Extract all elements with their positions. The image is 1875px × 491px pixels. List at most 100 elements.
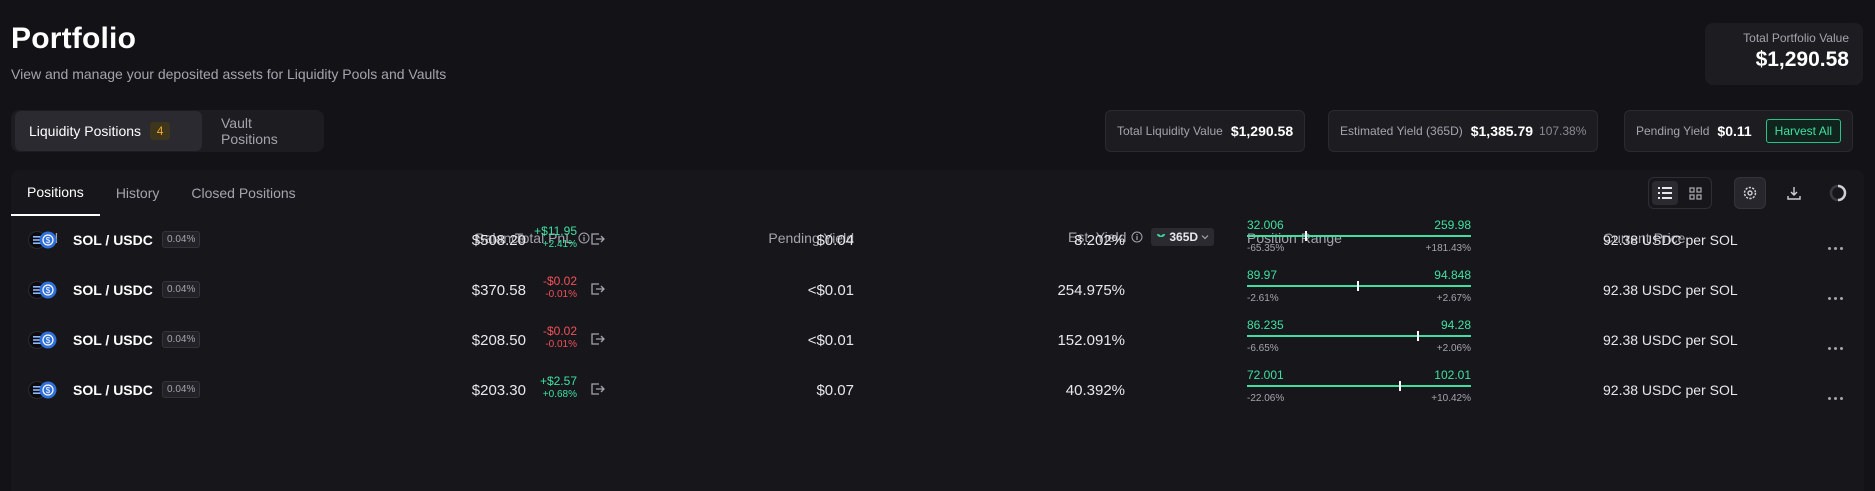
download-button[interactable]: [1778, 177, 1810, 209]
current-price-marker: [1305, 231, 1308, 241]
estimated-yield-value: $1,385.79: [1470, 123, 1534, 139]
col-position-range: Position Range: [1247, 230, 1342, 246]
exit-position-icon[interactable]: [590, 231, 606, 247]
pending-yield-label: Pending Yield: [1636, 124, 1710, 138]
range-high: 102.01: [1434, 368, 1471, 382]
harvest-all-button[interactable]: Harvest All: [1765, 119, 1842, 143]
position-pnl: -$0.02 -0.01%: [543, 275, 577, 301]
range-low: 32.006: [1247, 218, 1284, 232]
total-liquidity-label: Total Liquidity Value: [1117, 124, 1223, 138]
sol-usdc-token-pair-icon: $: [28, 381, 57, 399]
sol-usdc-token-pair-icon: $: [28, 281, 57, 299]
position-balance: $370.58: [471, 282, 526, 299]
fee-tier-badge: 0.04%: [162, 381, 201, 398]
tab-positions[interactable]: Positions: [11, 170, 100, 216]
total-portfolio-label: Total Portfolio Value: [1743, 31, 1849, 45]
range-high-percent: +2.06%: [1436, 343, 1471, 354]
position-range: 86.235 94.28 -6.65% +2.06%: [1247, 318, 1471, 362]
loading-spinner-icon: [1829, 184, 1847, 202]
tab-liquidity-label: Liquidity Positions: [29, 123, 142, 139]
tab-liquidity-positions[interactable]: Liquidity Positions 4: [15, 111, 202, 151]
estimated-yield: 8.202%: [1074, 232, 1125, 249]
range-bar: [1247, 335, 1471, 337]
svg-text:$: $: [46, 236, 51, 245]
col-balance[interactable]: Balance: [475, 230, 526, 246]
current-price: 92.38 USDC per SOL: [1603, 382, 1738, 398]
more-options-icon[interactable]: [1828, 237, 1846, 255]
period-select[interactable]: 365D: [1151, 228, 1215, 246]
position-pnl: +$11.95 +2.41%: [534, 225, 577, 251]
range-high-percent: +10.42%: [1431, 393, 1471, 404]
pnl-percent: +0.68%: [542, 389, 577, 400]
list-view-button[interactable]: [1651, 181, 1678, 205]
refresh-button[interactable]: [1822, 177, 1854, 209]
fee-tier-badge: 0.04%: [162, 281, 201, 298]
range-high: 94.848: [1434, 268, 1471, 282]
pnl-percent: +2.41%: [542, 239, 577, 250]
svg-text:$: $: [46, 336, 51, 345]
position-range: 32.006 259.98 -65.35% +181.43%: [1247, 218, 1471, 262]
col-pending-yield[interactable]: Pending Yield: [768, 230, 854, 246]
col-total-pnl[interactable]: Total PnL: [515, 230, 590, 246]
info-icon: [1131, 231, 1143, 243]
positions-panel: Positions History Closed Positions: [11, 170, 1864, 491]
total-liquidity-card: Total Liquidity Value $1,290.58: [1105, 110, 1306, 152]
positions-subtabs: Positions History Closed Positions: [11, 170, 312, 216]
position-range: 72.001 102.01 -22.06% +10.42%: [1247, 368, 1471, 412]
exit-position-icon[interactable]: [590, 281, 606, 297]
table-row[interactable]: $ SOL / USDC 0.04% $508.20 +$11.95 +2.41% $0.0…: [11, 210, 1864, 270]
range-low-percent: -22.06%: [1247, 393, 1285, 404]
period-label: 365D: [1169, 230, 1199, 244]
liquidity-count-badge: 4: [150, 122, 171, 140]
table-header: Pool Balance Total PnL Pending Yield Est…: [11, 218, 1864, 258]
svg-text:$: $: [46, 286, 51, 295]
current-price-marker: [1417, 331, 1420, 341]
col-est-yield[interactable]: Est. Yield 365D: [1068, 228, 1215, 246]
page-title: Portfolio: [11, 22, 137, 55]
pool-pair[interactable]: SOL / USDC: [73, 382, 153, 398]
tab-vault-positions[interactable]: Vault Positions: [221, 115, 278, 147]
table-toolbar: [1648, 177, 1854, 209]
current-price-marker: [1356, 281, 1359, 291]
col-current-price: Current Price: [1603, 230, 1686, 246]
pnl-percent: -0.01%: [545, 339, 577, 350]
more-options-icon[interactable]: [1828, 287, 1846, 305]
pnl-value: +$11.95: [534, 224, 577, 238]
fee-tier-badge: 0.04%: [162, 331, 201, 348]
pnl-value: +$2.57: [539, 374, 577, 388]
position-balance: $508.20: [471, 232, 526, 249]
table-row[interactable]: $ SOL / USDC 0.04% $208.50 -$0.02 -0.01% <$0.0…: [11, 310, 1864, 370]
estimated-yield-pct: 107.38%: [1539, 124, 1587, 138]
range-low: 89.97: [1247, 268, 1278, 282]
exit-position-icon[interactable]: [590, 381, 606, 397]
sprout-icon: [1157, 234, 1166, 241]
more-options-icon[interactable]: [1828, 337, 1846, 355]
col-total-pnl-label: Total PnL: [514, 230, 573, 246]
tab-history[interactable]: History: [115, 185, 160, 201]
total-portfolio-card: Total Portfolio Value $1,290.58: [1705, 23, 1863, 85]
current-price-marker: [1399, 381, 1402, 391]
total-liquidity-value: $1,290.58: [1230, 123, 1294, 139]
list-view-icon: [1657, 187, 1672, 199]
estimated-yield: 254.975%: [1057, 282, 1125, 299]
range-low: 72.001: [1247, 368, 1284, 382]
estimated-yield-card: Estimated Yield (365D) $1,385.79 107.38%: [1328, 110, 1599, 152]
chevron-down-icon: [1201, 235, 1209, 240]
pool-pair[interactable]: SOL / USDC: [73, 232, 153, 248]
grid-view-button[interactable]: [1683, 181, 1709, 205]
page-subtitle: View and manage your deposited assets fo…: [11, 66, 447, 82]
exit-position-icon[interactable]: [590, 331, 606, 347]
position-pnl: +$2.57 +0.68%: [540, 375, 577, 401]
more-options-icon[interactable]: [1828, 387, 1846, 405]
range-low-percent: -6.65%: [1247, 343, 1279, 354]
pool-pair[interactable]: SOL / USDC: [73, 282, 153, 298]
pool-pair[interactable]: SOL / USDC: [73, 332, 153, 348]
table-row[interactable]: $ SOL / USDC 0.04% $203.30 +$2.57 +0.68% $0.07…: [11, 360, 1864, 420]
range-bar: [1247, 235, 1471, 237]
tab-closed-positions[interactable]: Closed Positions: [191, 185, 296, 201]
pending-yield: <$0.01: [807, 332, 854, 349]
settings-button[interactable]: [1734, 177, 1766, 209]
table-row[interactable]: $ SOL / USDC 0.04% $370.58 -$0.02 -0.01% <$0.0…: [11, 260, 1864, 320]
grid-view-icon: [1689, 186, 1702, 200]
pnl-percent: -0.01%: [545, 289, 577, 300]
